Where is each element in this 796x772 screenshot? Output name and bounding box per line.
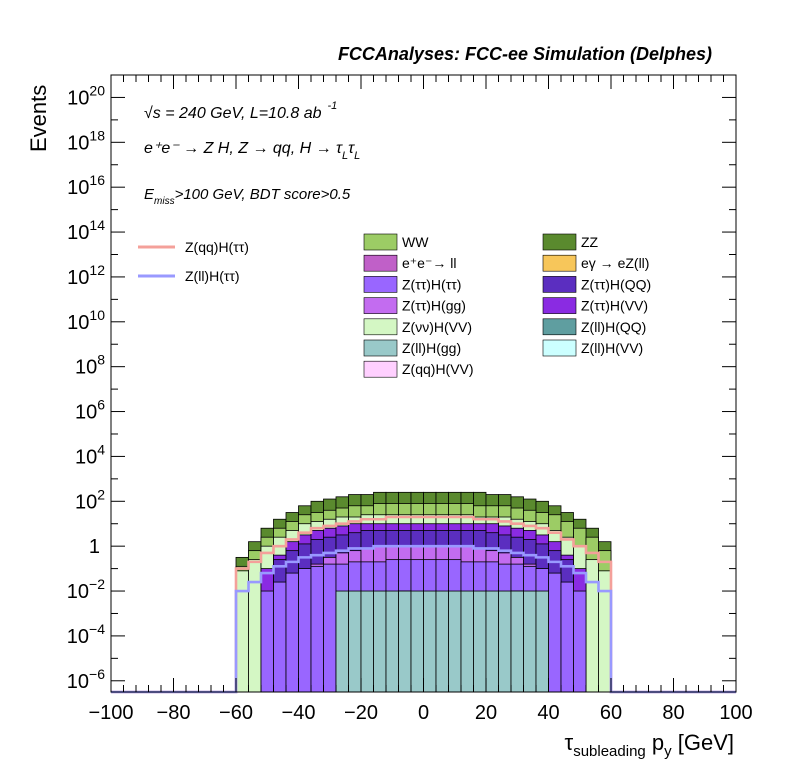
x-tick-label: −20 (344, 702, 378, 724)
signal-line-histograms (111, 515, 736, 694)
x-axis-label: τsubleading py [GeV] (564, 730, 734, 760)
legend-swatch (542, 276, 577, 293)
y-tick-label: 104 (75, 441, 105, 468)
legend: Z(qq)H(ττ) Z(ll)H(ττ) WW e⁺e⁻→ ll Z(ττ)H(ττ)… (138, 233, 651, 378)
line-series-1 (111, 544, 736, 694)
bar-9-23 (523, 590, 537, 693)
bar-9-20 (485, 590, 499, 693)
x-tick-label: 0 (418, 702, 429, 724)
legend-swatch (363, 276, 398, 293)
bar-9-9 (348, 590, 362, 693)
legend-label: ZZ (581, 234, 599, 250)
bar-2-29 (598, 570, 612, 693)
legend-label: Z(ll)H(gg) (402, 340, 461, 356)
axes: −100 −80 −60 −40 −20 0 20 40 60 80 100 10−6 10−4 10−2… (67, 74, 753, 724)
annotation-energy: √s = 240 GeV, L=10.8 ab -1 (144, 100, 337, 122)
legend-label: Z(νν)H(VV) (402, 319, 472, 335)
x-tick-label: −60 (219, 702, 253, 724)
legend-swatch (363, 254, 398, 272)
legend-swatch (363, 339, 398, 357)
line-series-0 (111, 515, 736, 694)
bar-6-7 (323, 563, 337, 693)
x-tick-label: 60 (600, 702, 622, 724)
y-tick-label: 10−2 (67, 576, 105, 603)
legend-swatch (363, 318, 398, 336)
y-axis-label: Events (26, 85, 51, 152)
bar-2-0 (235, 570, 249, 693)
y-tick-label: 10−6 (67, 666, 105, 693)
bar-9-8 (335, 590, 349, 693)
legend-swatch (363, 360, 398, 378)
bar-2-1 (248, 559, 262, 693)
bar-9-17 (448, 590, 462, 693)
x-tick-label: 20 (475, 702, 497, 724)
legend-label: Z(ll)H(VV) (581, 340, 643, 356)
bar-6-27 (573, 590, 587, 693)
y-tick-label: 1018 (67, 127, 105, 154)
bar-9-12 (385, 590, 399, 693)
bar-9-24 (535, 590, 549, 693)
bar-9-10 (360, 590, 374, 693)
legend-label: Z(ττ)H(VV) (581, 298, 648, 314)
bar-9-13 (398, 590, 412, 693)
legend-label: Z(ττ)H(QQ) (581, 276, 651, 292)
chart-title: FCCAnalyses: FCC-ee Simulation (Delphes) (338, 44, 712, 64)
legend-label: Z(ττ)H(ττ) (402, 276, 461, 292)
legend-swatch (542, 297, 577, 314)
annotation-process: e⁺e⁻ → Z H, Z → qq, H → τLτL (144, 140, 360, 162)
bar-6-2 (260, 590, 274, 693)
bar-6-26 (560, 581, 574, 693)
x-tick-label: 100 (719, 702, 752, 724)
legend-swatch (363, 233, 398, 251)
bar-6-5 (298, 568, 312, 693)
bar-6-6 (310, 565, 324, 693)
y-tick-label: 102 (75, 486, 105, 513)
legend-swatch (542, 318, 577, 336)
y-tick-label: 106 (75, 397, 105, 424)
legend-label: eγ → eZ(ll) (581, 255, 649, 271)
x-tick-label: −80 (157, 702, 191, 724)
legend-label: Z(ll)H(QQ) (581, 319, 646, 335)
bar-9-14 (410, 590, 424, 693)
bar-2-28 (585, 559, 599, 693)
y-tick-label: 108 (75, 352, 105, 379)
legend-label: Z(qq)H(VV) (402, 361, 474, 377)
bar-9-11 (373, 590, 387, 693)
x-tick-label: 40 (537, 702, 559, 724)
legend-swatch (542, 339, 577, 357)
y-tick-label: 10−4 (67, 621, 105, 648)
x-tick-label: 80 (662, 702, 684, 724)
legend-label: WW (402, 234, 429, 250)
legend-swatch (542, 254, 577, 272)
bar-9-16 (435, 590, 449, 693)
bar-9-15 (423, 590, 437, 693)
bar-9-21 (498, 590, 512, 693)
y-tick-label: 1020 (67, 82, 105, 109)
legend-line-label: Z(ll)H(ττ) (185, 268, 240, 284)
y-tick-label: 1016 (67, 172, 105, 199)
y-tick-label: 1014 (67, 217, 105, 244)
bar-6-25 (548, 572, 562, 693)
annotation-selection: Emiss>100 GeV, BDT score>0.5 (144, 186, 351, 207)
legend-label: Z(ττ)H(gg) (402, 298, 466, 314)
y-tick-label: 1010 (67, 307, 105, 334)
bar-9-19 (473, 590, 487, 693)
legend-line-label: Z(qq)H(ττ) (185, 239, 249, 255)
legend-label: e⁺e⁻→ ll (402, 255, 456, 271)
legend-swatch (363, 297, 398, 314)
legend-swatch (542, 233, 577, 251)
x-tick-label: −100 (88, 702, 133, 724)
bar-9-22 (510, 590, 524, 693)
y-tick-label: 1 (89, 536, 100, 558)
bar-6-3 (273, 581, 287, 693)
stacked-histograms (235, 491, 612, 693)
x-tick-label: −40 (282, 702, 316, 724)
y-tick-label: 1012 (67, 262, 105, 289)
bar-9-18 (460, 590, 474, 693)
bar-6-4 (285, 572, 299, 693)
